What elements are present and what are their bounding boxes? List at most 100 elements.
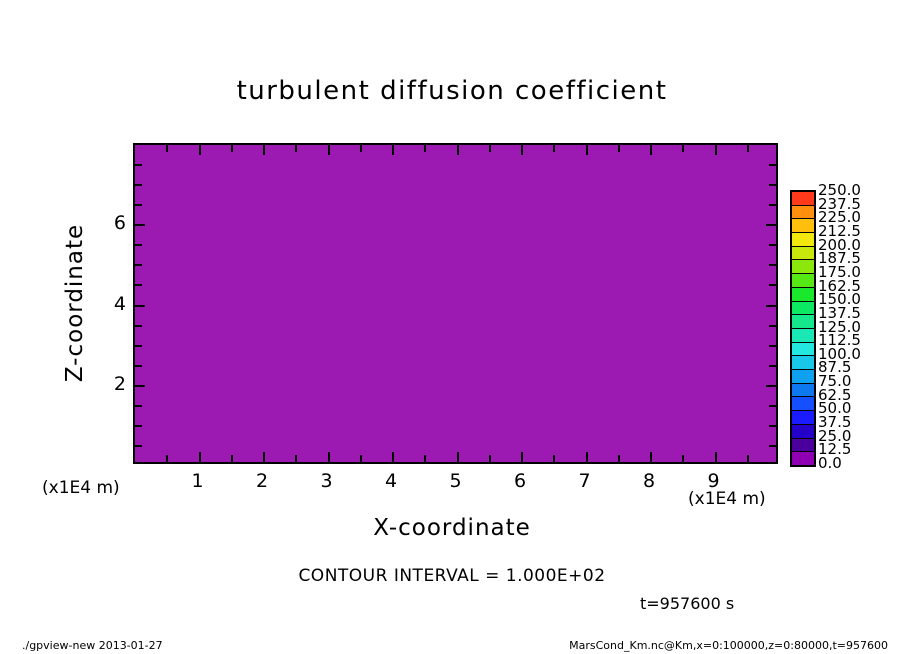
axis-tick-x — [553, 145, 556, 152]
axis-tick-x — [359, 145, 362, 152]
axis-tick-y — [769, 444, 776, 447]
colorbar-tick-label: 0.0 — [818, 454, 842, 472]
axis-tick-x — [295, 145, 298, 152]
axis-tick-x — [198, 452, 201, 462]
axis-tick-y — [769, 284, 776, 287]
colorbar-tick-label: 37.5 — [818, 413, 852, 432]
axis-tick-y — [766, 304, 776, 307]
page-title: turbulent diffusion coefficient — [236, 76, 668, 106]
colorbar-tick-label: 175.0 — [818, 262, 861, 281]
axis-tick-y — [135, 384, 145, 387]
colorbar-tick-label: 100.0 — [818, 344, 861, 363]
colorbar-segment — [792, 246, 814, 261]
x-tick-label: 1 — [191, 470, 204, 492]
colorbar-tick-label: 225.0 — [818, 208, 861, 227]
colorbar-tick-label: 237.5 — [818, 194, 861, 213]
axis-tick-x — [521, 452, 523, 462]
axis-tick-y — [135, 404, 142, 407]
colorbar — [790, 190, 816, 467]
colorbar-segment — [792, 301, 814, 316]
colorbar-tick-label: 50.0 — [818, 399, 852, 418]
y-tick-label: 2 — [113, 372, 126, 395]
axis-tick-y — [135, 284, 142, 287]
axis-tick-x — [327, 145, 330, 155]
axis-tick-x — [682, 145, 685, 152]
colorbar-segment — [792, 274, 814, 288]
colorbar-tick-label: 12.5 — [818, 440, 852, 459]
colorbar-tick-label: 25.0 — [818, 426, 852, 445]
axis-tick-y — [135, 424, 142, 427]
axis-tick-x — [230, 455, 233, 462]
colorbar-segment — [792, 397, 814, 412]
colorbar-tick-label: 75.0 — [818, 372, 852, 391]
axis-tick-y — [135, 444, 142, 447]
colorbar-segment — [792, 342, 814, 357]
colorbar-tick-label: 62.5 — [818, 385, 852, 404]
colorbar-segment — [792, 233, 814, 247]
colorbar-segment — [792, 328, 814, 343]
axis-tick-y — [135, 344, 142, 347]
colorbar-tick-label: 187.5 — [818, 249, 861, 268]
colorbar-segment — [792, 370, 814, 384]
colorbar-labels: 250.0 237.5 225.0 212.5 200.0 187.5 175.0 162.5… — [818, 181, 888, 472]
colorbar-segment — [792, 452, 814, 465]
axis-tick-y — [135, 364, 142, 367]
colorbar-tick-label: 125.0 — [818, 317, 861, 336]
axis-tick-x — [392, 145, 394, 155]
axis-tick-x — [714, 145, 717, 155]
axis-tick-x — [746, 145, 749, 152]
x-axis-title: X-coordinate — [373, 515, 531, 541]
footer-dataset: MarsCond_Km.nc@Km,x=0:100000,z=0:80000,t… — [569, 639, 888, 652]
colorbar-segment — [792, 260, 814, 275]
axis-tick-x — [650, 452, 652, 462]
colorbar-segment — [792, 315, 814, 329]
x-tick-label: 7 — [578, 470, 591, 492]
colorbar-tick-label: 162.5 — [818, 276, 861, 295]
y-tick-label: 6 — [113, 212, 126, 235]
x-tick-label: 5 — [449, 470, 462, 492]
axis-tick-y — [769, 184, 776, 187]
axis-tick-x — [488, 455, 491, 462]
colorbar-tick-label: 112.5 — [818, 331, 861, 350]
axis-tick-x — [746, 455, 749, 462]
time-label: t=957600 s — [640, 594, 735, 613]
axis-tick-y — [135, 164, 142, 167]
axis-tick-x — [488, 145, 491, 152]
contour-field-canvas — [135, 145, 776, 462]
x-unit-label-right: (x1E4 m) — [688, 489, 766, 509]
axis-tick-y — [135, 244, 142, 247]
colorbar-tick-label: 200.0 — [818, 235, 861, 254]
axis-tick-y — [135, 304, 145, 307]
axis-tick-y — [769, 204, 776, 207]
y-tick-label: 4 — [113, 292, 126, 315]
axis-tick-y — [135, 324, 142, 327]
axis-tick-y — [135, 204, 142, 207]
axis-tick-y — [769, 344, 776, 347]
colorbar-segment — [792, 424, 814, 439]
colorbar-segment — [792, 287, 814, 302]
axis-tick-y — [769, 424, 776, 427]
axis-tick-y — [769, 324, 776, 327]
axis-tick-x — [585, 452, 588, 462]
axis-tick-x — [714, 452, 717, 462]
axis-tick-x — [166, 145, 169, 152]
contour-interval-label: CONTOUR INTERVAL = 1.000E+02 — [298, 566, 606, 586]
colorbar-segment — [792, 356, 814, 371]
colorbar-tick-label: 87.5 — [818, 358, 852, 377]
axis-tick-x — [327, 452, 330, 462]
colorbar-tick-label: 250.0 — [818, 181, 861, 199]
axis-tick-x — [166, 455, 169, 462]
colorbar-tick-label: 150.0 — [818, 290, 861, 309]
colorbar-segment — [792, 191, 814, 206]
axis-tick-y — [769, 264, 776, 267]
colorbar-tick-label: 212.5 — [818, 221, 861, 240]
axis-tick-x — [230, 145, 233, 152]
axis-tick-x — [263, 452, 265, 462]
axis-tick-x — [295, 455, 298, 462]
x-tick-label: 9 — [707, 470, 720, 492]
axis-tick-x — [585, 145, 588, 155]
colorbar-segment — [792, 205, 814, 220]
axis-tick-x — [263, 145, 265, 155]
axis-tick-y — [766, 224, 776, 227]
x-tick-label: 3 — [320, 470, 333, 492]
